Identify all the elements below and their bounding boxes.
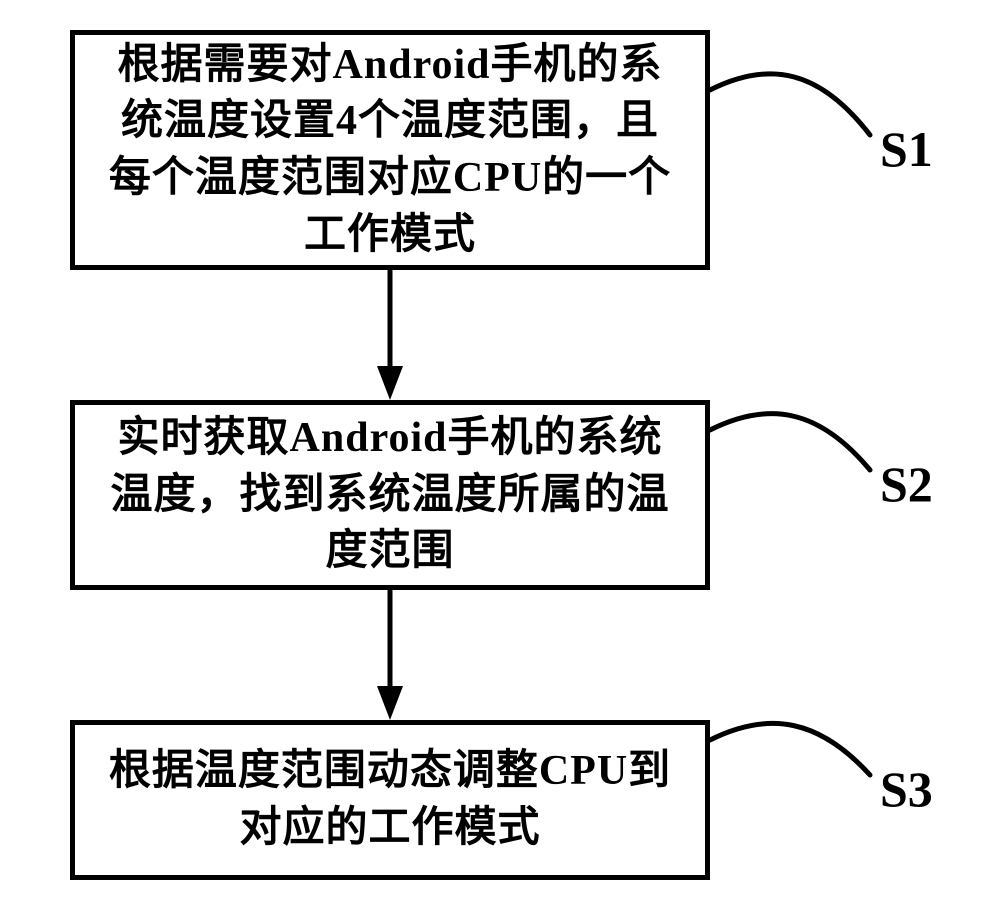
flow-node-s2: 实时获取Android手机的系统温度，找到系统温度所属的温度范围	[70, 400, 710, 590]
flow-node-s3: 根据温度范围动态调整CPU到对应的工作模式	[70, 720, 710, 880]
flow-node-text-s2: 实时获取Android手机的系统温度，找到系统温度所属的温度范围	[103, 410, 677, 580]
edge-arrow-s1-s2	[377, 366, 403, 400]
connector-s3	[710, 723, 870, 775]
flow-node-s1: 根据需要对Android手机的系统温度设置4个温度范围，且每个温度范围对应CPU…	[70, 30, 710, 270]
flow-node-text-s1: 根据需要对Android手机的系统温度设置4个温度范围，且每个温度范围对应CPU…	[103, 37, 677, 264]
connector-s2	[710, 414, 870, 470]
flow-label-s1: S1	[880, 120, 933, 178]
flow-label-s3: S3	[880, 760, 933, 818]
edge-arrow-s2-s3	[377, 686, 403, 720]
connector-s1	[710, 74, 870, 135]
flow-label-s2: S2	[880, 455, 933, 513]
flowchart-canvas: 根据需要对Android手机的系统温度设置4个温度范围，且每个温度范围对应CPU…	[0, 0, 1000, 919]
flow-node-text-s3: 根据温度范围动态调整CPU到对应的工作模式	[103, 743, 677, 856]
